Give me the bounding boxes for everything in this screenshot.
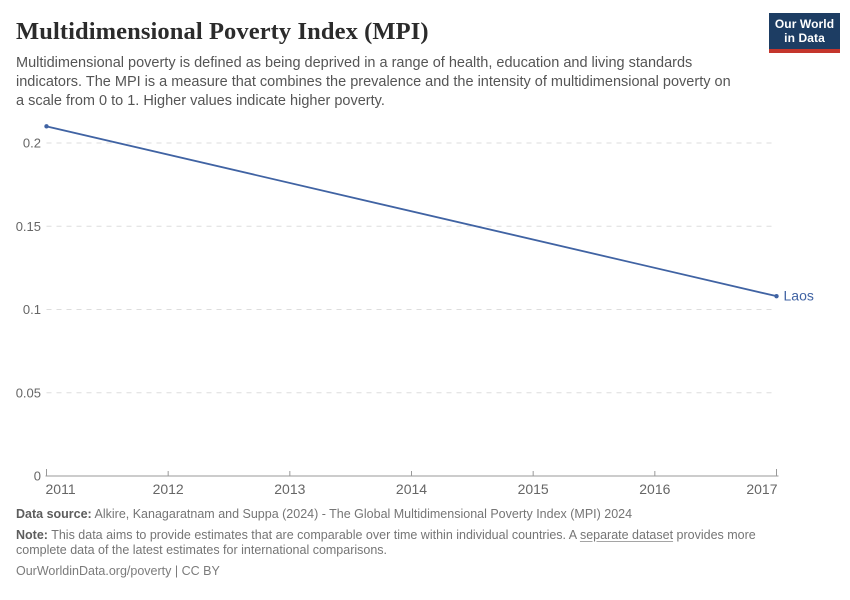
- x-tick-label: 2011: [46, 481, 76, 497]
- x-tick-label: 2014: [396, 481, 427, 497]
- data-series[interactable]: Laos: [44, 124, 814, 304]
- chart-header: Multidimensional Poverty Index (MPI) Mul…: [16, 16, 756, 111]
- data-point[interactable]: [44, 124, 49, 129]
- y-tick-label: 0: [34, 469, 41, 484]
- data-source-text: Alkire, Kanagaratnam and Suppa (2024) - …: [91, 507, 633, 521]
- x-tick-label: 2017: [746, 481, 777, 497]
- separate-dataset-link[interactable]: separate dataset: [579, 528, 674, 542]
- y-tick-label: 0.05: [16, 385, 41, 400]
- gridlines: [46, 142, 777, 394]
- data-point[interactable]: [774, 293, 779, 299]
- note-text-before: This data aims to provide estimates that…: [47, 528, 580, 542]
- x-tick-label: 2016: [639, 481, 670, 497]
- x-tick-label: 2015: [518, 481, 549, 497]
- x-tick-label: 2012: [153, 481, 184, 497]
- note-label: Note:: [16, 528, 48, 542]
- license-line: OurWorldinData.org/poverty | CC BY: [16, 564, 220, 578]
- entity-label[interactable]: Laos: [784, 288, 814, 304]
- owid-logo-line1: Our World: [774, 17, 835, 31]
- owid-logo[interactable]: Our World in Data: [769, 13, 840, 53]
- y-axis-labels: 0 0.05 0.1 0.15 0.2: [16, 136, 41, 484]
- data-source-line: Data source: Alkire, Kanagaratnam and Su…: [16, 507, 816, 522]
- chart-footer: Data source: Alkire, Kanagaratnam and Su…: [16, 507, 816, 579]
- chart-title: Multidimensional Poverty Index (MPI): [16, 18, 429, 45]
- data-source-label: Data source:: [16, 507, 92, 521]
- note-text-after: provides more complete data of the lates…: [16, 528, 756, 557]
- note-line: Note: This data aims to provide estimate…: [16, 528, 782, 558]
- y-tick-label: 0.1: [23, 302, 41, 317]
- series-line[interactable]: [46, 125, 777, 298]
- chart-subtitle: Multidimensional poverty is defined as b…: [16, 55, 731, 109]
- x-axis-labels: 2011 2012 2013 2014 2015 2016 2017: [46, 481, 778, 497]
- owid-logo-line2: in Data: [784, 30, 825, 45]
- x-tick-label: 2013: [274, 481, 305, 497]
- y-tick-label: 0.15: [16, 219, 41, 234]
- y-tick-label: 0.2: [23, 136, 41, 151]
- x-axis: [45, 469, 779, 477]
